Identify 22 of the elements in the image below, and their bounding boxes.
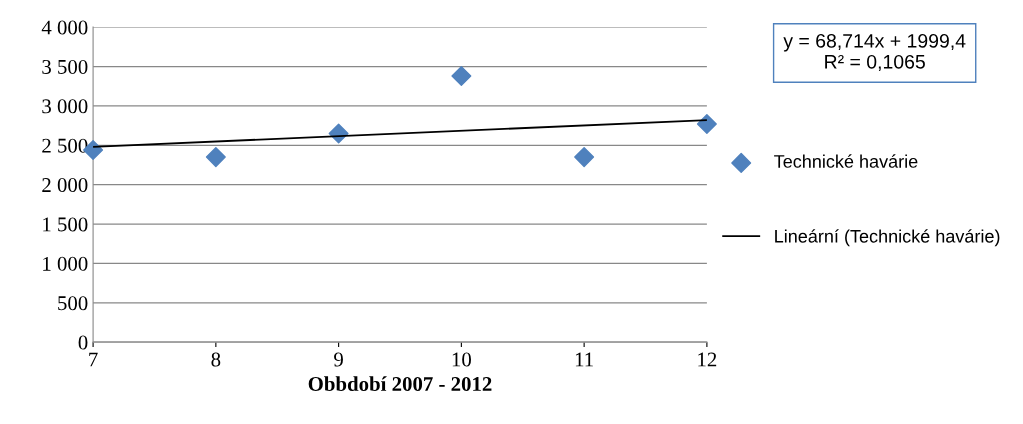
x-axis-title: Obbdobí 2007 - 2012	[308, 376, 492, 391]
y-tick-label: 0	[78, 335, 88, 350]
x-tick-label: 12	[698, 352, 717, 367]
x-tick-label: 8	[211, 352, 221, 367]
x-tick-label: 10	[452, 352, 471, 367]
point	[205, 147, 226, 168]
point	[574, 147, 595, 168]
y-tick-label: 2 000	[42, 178, 88, 193]
point	[696, 113, 717, 135]
legend-label: Lineární (Technické havárie)	[775, 229, 1000, 247]
x-tick-label: 11	[575, 352, 593, 367]
x-tick-label: 9	[334, 352, 343, 367]
y-tick-label: 4 000	[41, 20, 88, 35]
y-tick-label: 3 000	[42, 99, 88, 114]
legend-label: Technické havárie	[774, 154, 918, 168]
y-tick-label: 1 000	[43, 256, 88, 271]
text: y = 68,714x + 1999,4 R² = 0,1065	[783, 33, 966, 71]
x-tick-label: 7	[89, 352, 98, 367]
point	[451, 65, 472, 86]
y-tick-label: 500	[58, 296, 88, 311]
y-tick-label: 1 500	[43, 217, 88, 232]
y-tick-label: 3 500	[42, 59, 88, 74]
